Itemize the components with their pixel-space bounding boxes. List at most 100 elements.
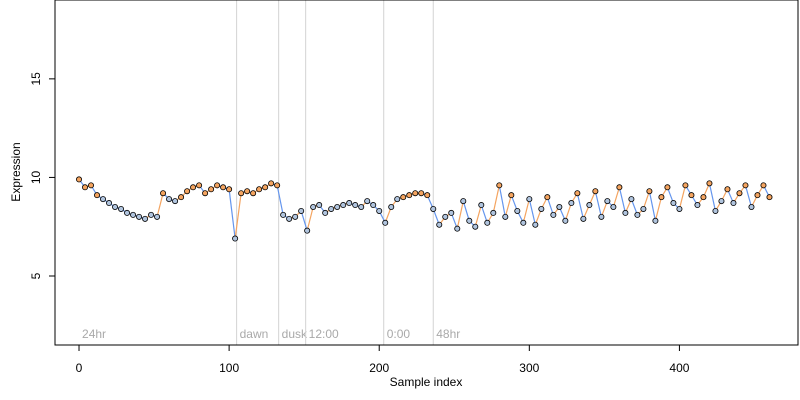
- data-point: [610, 203, 617, 210]
- series-segment: [228, 189, 236, 239]
- data-point: [424, 192, 431, 199]
- y-tick-label: 15: [29, 72, 43, 86]
- data-point: [388, 203, 395, 210]
- data-point: [304, 227, 311, 234]
- data-point: [562, 217, 569, 224]
- data-point: [760, 182, 767, 189]
- data-point: [82, 184, 89, 191]
- x-tick-label: 300: [519, 361, 539, 375]
- series-segment: [546, 196, 554, 216]
- series-segment: [492, 185, 500, 214]
- x-tick-label: 200: [369, 361, 389, 375]
- data-point: [688, 192, 695, 199]
- data-point: [754, 192, 761, 199]
- data-point: [730, 200, 737, 207]
- data-point: [406, 192, 413, 199]
- data-point: [706, 180, 713, 187]
- data-point: [394, 196, 401, 203]
- data-point: [574, 190, 581, 197]
- x-tick-label: 100: [219, 361, 239, 375]
- data-point: [118, 205, 125, 212]
- series-segment: [498, 185, 506, 217]
- data-point: [340, 202, 347, 209]
- data-point: [718, 198, 725, 205]
- series-segment: [462, 200, 470, 221]
- phase-markers: 24hr dawn dusk 12:00 0:00 48hr: [82, 0, 460, 345]
- data-point: [598, 213, 605, 220]
- data-point: [94, 192, 101, 199]
- data-point: [712, 207, 719, 214]
- phase-label: 0:00: [387, 327, 411, 341]
- phase-label: 48hr: [436, 327, 460, 341]
- y-axis-label: Expression: [9, 142, 23, 201]
- data-point: [220, 184, 227, 191]
- data-point: [370, 202, 377, 209]
- data-point: [466, 217, 473, 224]
- data-point: [232, 235, 239, 242]
- phase-label: dusk: [282, 327, 308, 341]
- series-segment: [744, 185, 753, 208]
- series-segment: [612, 187, 620, 208]
- data-point: [76, 176, 83, 183]
- data-point: [298, 207, 305, 214]
- data-point: [328, 205, 335, 212]
- data-point: [262, 184, 269, 191]
- data-point: [244, 188, 251, 195]
- data-point: [226, 186, 233, 193]
- data-point: [544, 194, 551, 201]
- data-point: [286, 215, 293, 222]
- data-point: [412, 190, 419, 197]
- data-point: [442, 213, 449, 220]
- data-point: [532, 221, 539, 228]
- data-point: [556, 203, 563, 210]
- data-point: [256, 186, 263, 193]
- data-point: [208, 186, 215, 193]
- series-segment: [564, 202, 572, 221]
- data-point: [184, 188, 191, 195]
- y-axis: 5 10 15: [29, 72, 55, 279]
- data-point: [196, 182, 203, 189]
- x-tick-label: 0: [76, 361, 83, 375]
- data-point: [268, 180, 275, 187]
- data-point: [580, 215, 587, 222]
- data-point: [352, 202, 359, 209]
- data-point: [664, 184, 671, 191]
- data-point: [124, 209, 131, 216]
- data-point: [112, 203, 119, 210]
- data-point: [334, 203, 341, 210]
- data-point: [568, 200, 575, 207]
- data-point: [106, 200, 113, 207]
- data-point: [496, 182, 503, 189]
- data-point: [676, 205, 683, 212]
- data-point: [202, 190, 209, 197]
- data-point: [292, 213, 299, 220]
- data-point: [400, 194, 407, 201]
- series-segment: [300, 210, 308, 231]
- series-segment: [648, 191, 656, 221]
- data-point: [436, 221, 443, 228]
- data-point: [724, 186, 731, 193]
- data-point: [484, 219, 491, 226]
- data-point: [478, 202, 485, 209]
- data-point: [130, 211, 137, 218]
- data-point: [136, 213, 143, 220]
- data-point: [592, 188, 599, 195]
- series-segment: [480, 204, 488, 223]
- data-point: [430, 205, 437, 212]
- series-segment: [504, 195, 512, 218]
- data-point: [586, 202, 593, 209]
- data-point: [766, 194, 773, 201]
- series-segment: [456, 200, 464, 229]
- data-point: [166, 196, 173, 203]
- series-segment: [306, 206, 314, 231]
- y-tick-label: 5: [29, 272, 43, 279]
- data-point: [646, 188, 653, 195]
- data-point: [526, 196, 533, 203]
- data-point: [670, 200, 677, 207]
- data-point: [634, 211, 641, 218]
- data-point: [448, 209, 455, 216]
- series-segment: [474, 204, 482, 227]
- data-point: [316, 202, 323, 209]
- data-point: [376, 207, 383, 214]
